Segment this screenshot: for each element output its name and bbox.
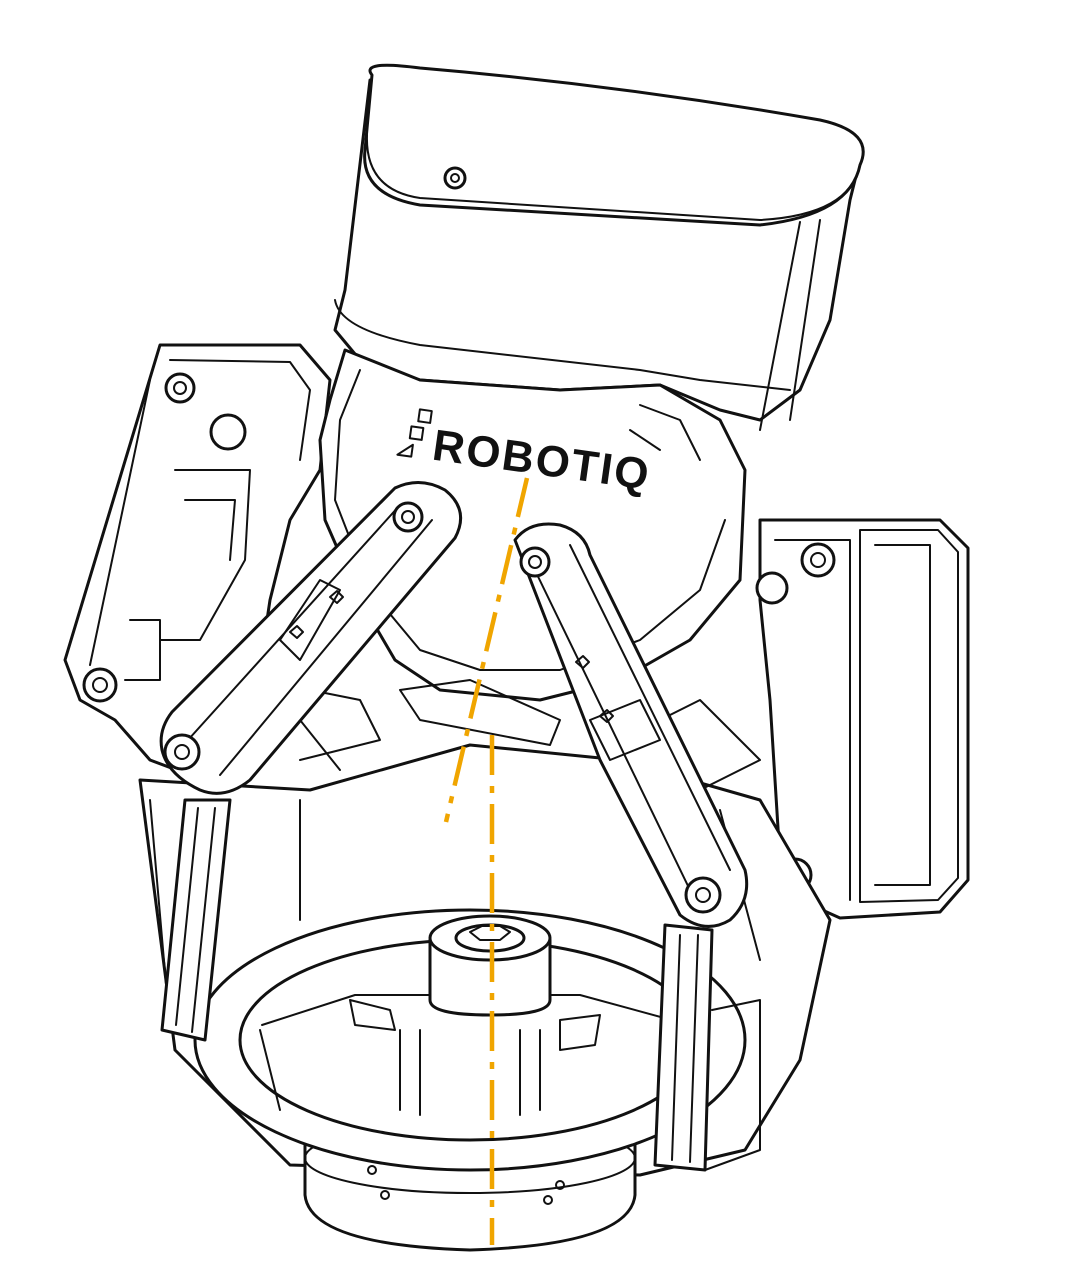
motor-housing xyxy=(333,63,865,431)
left-finger-tip xyxy=(160,798,232,1042)
tilted-finger-axis xyxy=(443,477,530,823)
left-finger-link xyxy=(159,481,463,795)
right-finger-link xyxy=(513,522,749,928)
left-side-plate xyxy=(63,343,332,792)
palm-ring xyxy=(193,908,747,1172)
right-finger-tip xyxy=(653,923,761,1172)
bottom-coupling xyxy=(303,1122,637,1252)
